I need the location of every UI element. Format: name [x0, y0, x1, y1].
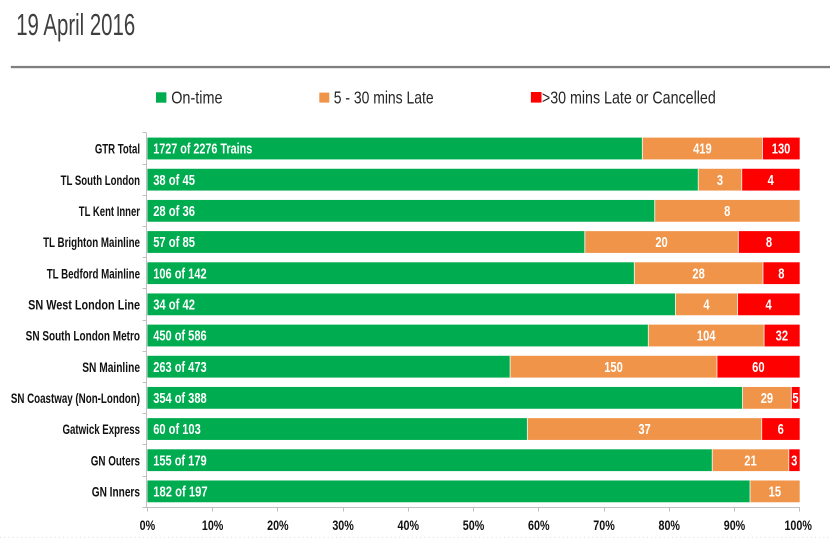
svg-text:4: 4 — [703, 296, 710, 313]
svg-text:150: 150 — [604, 358, 623, 375]
svg-text:37: 37 — [638, 421, 650, 438]
svg-text:8: 8 — [778, 265, 784, 282]
svg-text:Gatwick Express: Gatwick Express — [62, 421, 140, 437]
svg-text:130: 130 — [772, 140, 791, 157]
svg-text:30%: 30% — [332, 518, 354, 534]
svg-text:5: 5 — [792, 390, 798, 407]
svg-text:60 of 103: 60 of 103 — [153, 421, 201, 438]
svg-text:34 of 42: 34 of 42 — [153, 296, 195, 313]
svg-text:6: 6 — [778, 421, 784, 438]
svg-text:GN Inners: GN Inners — [92, 484, 140, 500]
svg-text:106 of 142: 106 of 142 — [153, 265, 206, 282]
svg-text:354 of 388: 354 of 388 — [153, 390, 206, 407]
svg-text:419: 419 — [693, 140, 712, 157]
svg-text:TL South London: TL South London — [61, 172, 140, 188]
svg-text:38 of 45: 38 of 45 — [153, 171, 195, 188]
svg-text:32: 32 — [776, 327, 788, 344]
svg-text:10%: 10% — [202, 518, 224, 534]
svg-text:20%: 20% — [267, 518, 289, 534]
svg-text:28: 28 — [692, 265, 704, 282]
svg-text:15: 15 — [769, 483, 781, 500]
svg-text:104: 104 — [697, 327, 716, 344]
svg-text:20: 20 — [655, 234, 667, 251]
svg-text:155 of 179: 155 of 179 — [153, 452, 206, 469]
svg-text:19 April 2016: 19 April 2016 — [16, 9, 135, 42]
svg-text:70%: 70% — [593, 518, 615, 534]
svg-text:80%: 80% — [658, 518, 680, 534]
svg-text:On-time: On-time — [171, 88, 222, 108]
svg-text:SN West London Line: SN West London Line — [28, 297, 140, 313]
svg-text:100%: 100% — [784, 518, 812, 534]
svg-text:4: 4 — [766, 296, 773, 313]
svg-text:0%: 0% — [140, 518, 156, 534]
svg-text:60: 60 — [752, 358, 764, 375]
svg-text:28 of 36: 28 of 36 — [153, 203, 195, 220]
svg-text:GTR Total: GTR Total — [95, 141, 140, 157]
svg-text:3: 3 — [791, 452, 797, 469]
svg-text:SN Mainline: SN Mainline — [82, 359, 140, 375]
svg-text:SN South London Metro: SN South London Metro — [26, 328, 140, 344]
svg-text:TL Bedford Mainline: TL Bedford Mainline — [47, 266, 140, 282]
svg-text:SN Coastway (Non-London): SN Coastway (Non-London) — [11, 390, 140, 406]
svg-text:50%: 50% — [463, 518, 485, 534]
svg-text:182 of 197: 182 of 197 — [153, 483, 207, 500]
svg-text:60%: 60% — [528, 518, 550, 534]
svg-text:29: 29 — [761, 390, 773, 407]
svg-text:8: 8 — [724, 203, 730, 220]
svg-text:>30 mins Late or Cancelled: >30 mins Late or Cancelled — [542, 89, 716, 108]
svg-text:1727 of 2276 Trains: 1727 of 2276 Trains — [153, 141, 252, 157]
svg-text:450 of 586: 450 of 586 — [153, 327, 206, 344]
svg-text:3: 3 — [717, 171, 723, 188]
svg-text:TL Kent Inner: TL Kent Inner — [79, 203, 140, 219]
svg-text:4: 4 — [768, 171, 775, 188]
svg-text:5 - 30 mins Late: 5 - 30 mins Late — [334, 89, 434, 108]
svg-text:21: 21 — [744, 452, 756, 469]
svg-text:90%: 90% — [724, 518, 746, 534]
svg-text:GN Outers: GN Outers — [91, 453, 140, 469]
svg-text:40%: 40% — [398, 518, 420, 534]
svg-text:8: 8 — [766, 234, 772, 251]
svg-text:57 of 85: 57 of 85 — [153, 234, 195, 251]
svg-text:263 of 473: 263 of 473 — [153, 358, 206, 375]
svg-text:TL Brighton Mainline: TL Brighton Mainline — [43, 234, 140, 250]
